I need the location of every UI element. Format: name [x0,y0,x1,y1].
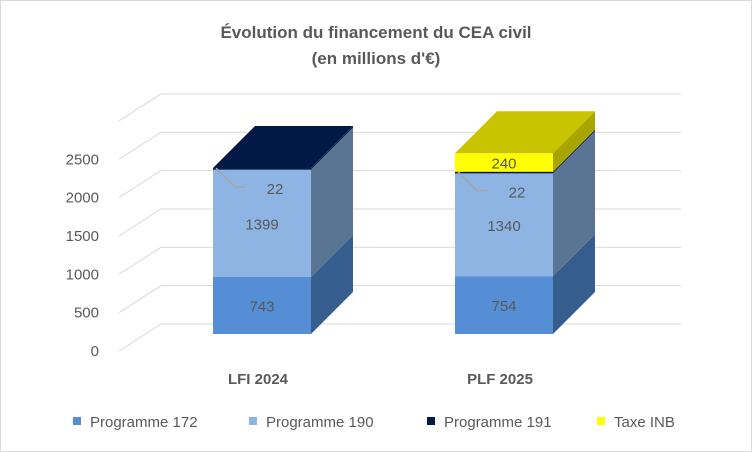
legend-label: Programme 172 [90,414,198,431]
y-tick-label: 2500 [66,151,99,168]
gridline [118,285,681,314]
bar-segment [213,168,311,170]
legend-label: Programme 191 [444,414,552,431]
bar-side [311,127,353,278]
gridline [118,93,681,122]
data-label: 22 [267,181,284,198]
leader-line [457,171,488,192]
bar-side [553,111,595,172]
bar-top [455,111,595,154]
y-tick-label: 1000 [66,266,99,283]
legend-swatch [73,417,81,425]
data-label: 1399 [245,216,278,233]
data-label: 743 [249,299,274,316]
legend-swatch [427,417,435,425]
bar-side [553,131,595,277]
x-tick-label: PLF 2025 [467,371,533,388]
bar-segment [455,173,553,277]
y-tick-label: 2000 [66,190,99,207]
gridline [118,246,681,275]
bar-top [213,126,353,169]
legend-label: Programme 190 [266,414,374,431]
leader-line [215,167,246,188]
chart-title: Évolution du financement du CEA civil [220,23,531,42]
chart-subtitle: (en millions d'€) [312,49,441,68]
legend-swatch [597,417,605,425]
legend-label: Taxe INB [614,414,675,431]
data-label: 240 [491,155,516,172]
bar-segment [455,153,553,172]
gridline [118,170,681,199]
gridline [118,131,681,160]
gridline [118,208,681,237]
bar-segment [455,171,553,174]
data-label: 1340 [487,218,520,235]
y-tick-label: 0 [91,343,99,360]
data-label: 22 [509,185,526,202]
bar-segment [455,276,553,334]
bar-side [553,129,595,174]
bar-side [311,126,353,170]
x-tick-label: LFI 2024 [228,371,289,388]
bar-side [311,235,353,334]
data-label: 754 [491,298,516,315]
bar-segment [213,169,311,278]
y-tick-label: 1500 [66,228,99,245]
bar-side [553,234,595,334]
bar-segment [213,277,311,334]
y-tick-label: 500 [74,305,99,322]
legend-swatch [249,417,257,425]
gridline [118,323,681,352]
